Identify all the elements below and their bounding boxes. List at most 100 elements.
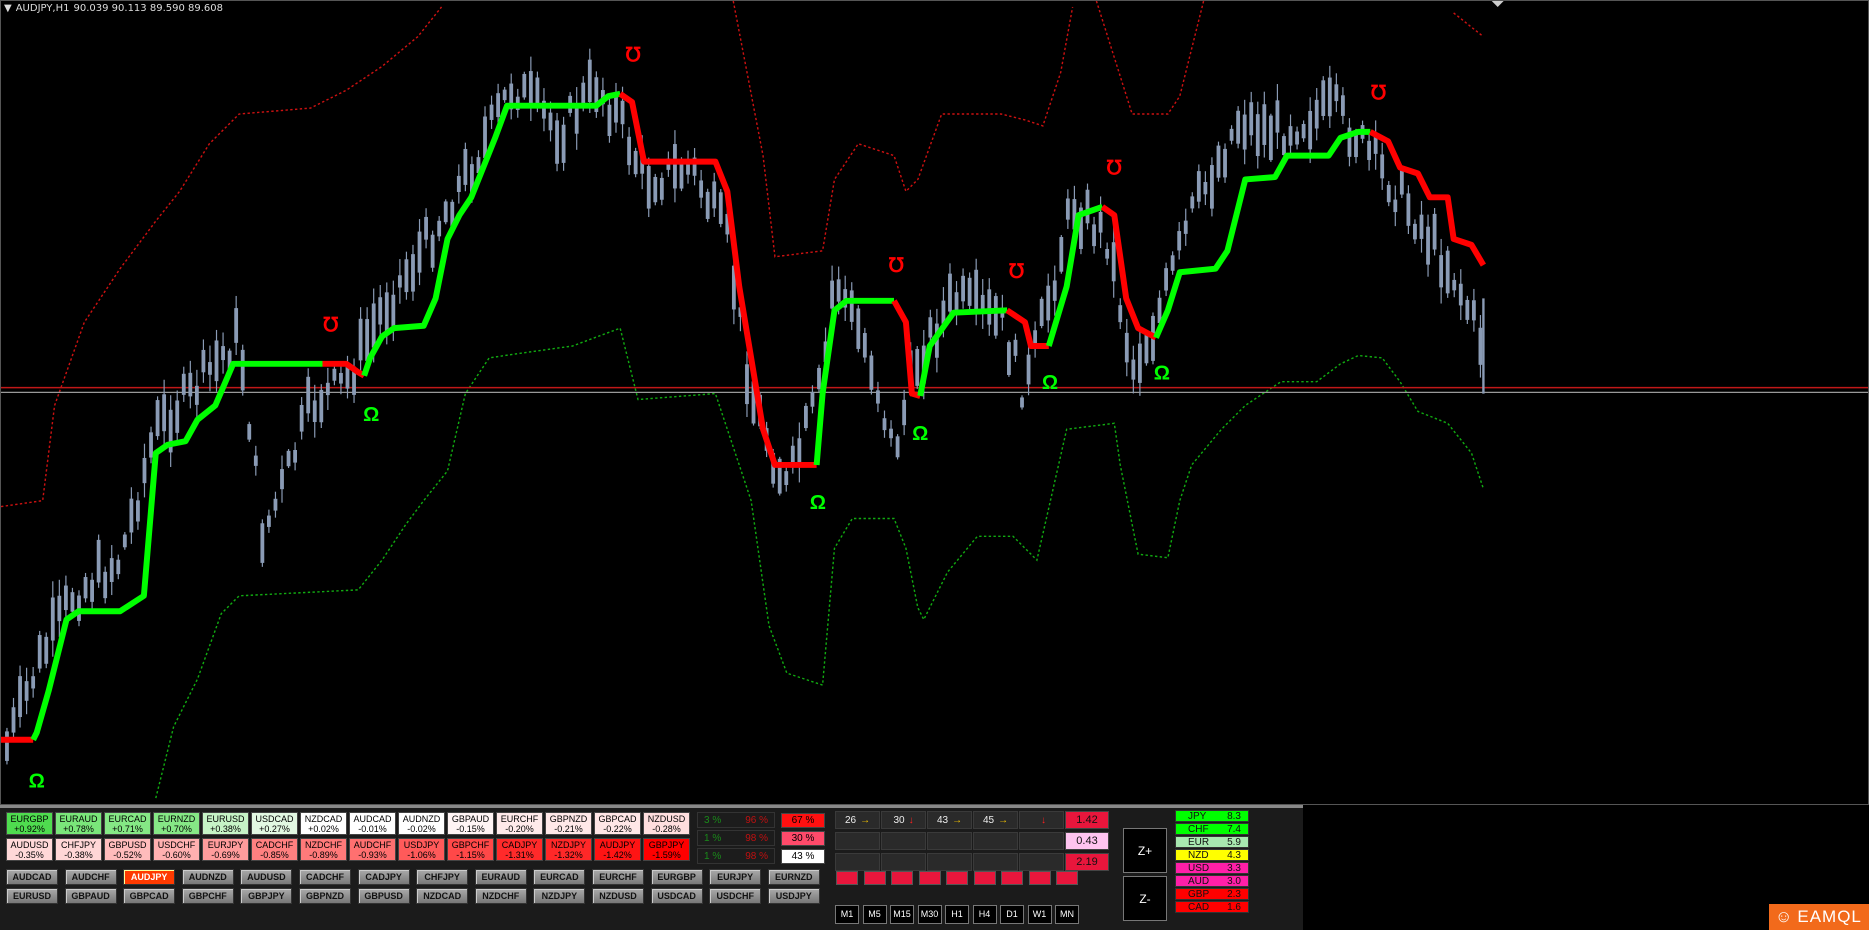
symbol-button-usdjpy[interactable]: USDJPY [767, 888, 820, 904]
tile-pair: NZDJPY [550, 840, 586, 850]
symbol-button-chfjpy[interactable]: CHFJPY [416, 869, 469, 885]
timeframe-button-h4[interactable]: H4 [972, 905, 997, 924]
percent-box: 43 % [781, 849, 825, 864]
symbol-button-euraud[interactable]: EURAUD [474, 869, 527, 885]
symbol-button-audcad[interactable]: AUDCAD [6, 869, 58, 885]
currency-name: AUD [1188, 876, 1210, 887]
tile-change: -0.69% [211, 850, 240, 860]
status-square [836, 871, 858, 885]
symbol-button-eurgbp[interactable]: EURGBP [650, 869, 703, 885]
symbol-button-cadchf[interactable]: CADCHF [299, 869, 351, 885]
symbol-button-audnzd[interactable]: AUDNZD [181, 869, 234, 885]
tile-pair: AUDJPY [599, 840, 636, 850]
tile-change: -1.42% [603, 850, 632, 860]
symbol-button-eurnzd[interactable]: EURNZD [767, 869, 820, 885]
upper-band [732, 1, 1074, 258]
currency-strength-row: NZD 4.3 [1175, 849, 1249, 861]
candle-body [790, 445, 795, 465]
symbol-button-audchf[interactable]: AUDCHF [64, 869, 117, 885]
tile-change: +0.71% [112, 824, 143, 834]
candle-body [633, 150, 638, 175]
symbol-button-nzdchf[interactable]: NZDCHF [474, 888, 527, 904]
timeframe-button-m15[interactable]: M15 [890, 905, 914, 924]
candle-body [1268, 115, 1273, 161]
timeframe-button-m5[interactable]: M5 [862, 905, 887, 924]
candle-body [371, 303, 376, 348]
symbol-button-audjpy[interactable]: AUDJPY [123, 869, 176, 885]
candle-body [509, 83, 514, 110]
symbol-button-gbpaud[interactable]: GBPAUD [64, 888, 117, 904]
candle-body [948, 273, 952, 312]
symbol-button-gbpjpy[interactable]: GBPJPY [240, 888, 293, 904]
candle-body [129, 498, 134, 533]
pair-change-tile: NZDJPY -1.32% [545, 838, 592, 861]
candle-body [253, 455, 258, 466]
value-box: 0.43 [1065, 832, 1109, 850]
price-chart[interactable]: ℧ ℧ ℧ ℧ ℧ ℧ Ω Ω Ω Ω Ω Ω [0, 0, 1869, 805]
currency-name: USD [1188, 863, 1210, 874]
zoom-in-button[interactable]: Z+ [1123, 828, 1167, 873]
tile-change: -0.01% [358, 824, 387, 834]
timeframe-button-m30[interactable]: M30 [917, 905, 942, 924]
symbol-button-gbpchf[interactable]: GBPCHF [181, 888, 234, 904]
candle-body [522, 73, 527, 98]
sell-arrow-icon: ℧ [323, 315, 338, 337]
candle-body [1229, 128, 1234, 141]
downtrend-segment [891, 299, 922, 399]
symbol-button-eurcad[interactable]: EURCAD [533, 869, 586, 885]
tile-pair: EURCAD [108, 814, 147, 824]
candle-body [1033, 330, 1038, 349]
symbol-button-eurjpy[interactable]: EURJPY [709, 869, 762, 885]
symbol-button-audusd[interactable]: AUDUSD [240, 869, 293, 885]
symbol-button-nzdcad[interactable]: NZDCAD [416, 888, 469, 904]
bands [1, 1, 1485, 799]
symbol-button-nzdusd[interactable]: NZDUSD [592, 888, 644, 904]
signal-cell: 45 → [973, 811, 1018, 829]
candle-body [1216, 145, 1221, 178]
timeframe-button-d1[interactable]: D1 [1000, 905, 1024, 924]
tile-change: +0.78% [63, 824, 94, 834]
timeframe-button-h1[interactable]: H1 [945, 905, 969, 924]
candle-body [876, 390, 880, 404]
currency-value: 7.4 [1227, 824, 1241, 835]
candle-body [293, 449, 298, 463]
candle-body [673, 144, 677, 189]
symbol-button-gbpusd[interactable]: GBPUSD [357, 888, 410, 904]
candle-body [587, 59, 592, 103]
signal-cell [927, 832, 972, 850]
candle-body [1190, 196, 1195, 209]
tile-pair: AUDUSD [10, 840, 49, 850]
zoom-out-button[interactable]: Z- [1123, 876, 1167, 921]
candle-body [339, 372, 343, 384]
dropdown-triangle-icon[interactable]: ▼ [4, 3, 12, 14]
candle-body [168, 409, 173, 453]
candle-body [954, 292, 959, 315]
symbol-button-usdchf[interactable]: USDCHF [709, 888, 762, 904]
symbol-button-usdcad[interactable]: USDCAD [650, 888, 703, 904]
timeframe-button-m1[interactable]: M1 [835, 905, 859, 924]
timeframe-button-w1[interactable]: W1 [1027, 905, 1052, 924]
timeframe-button-mn[interactable]: MN [1055, 905, 1079, 924]
sell-arrow-icon: ℧ [1371, 83, 1386, 105]
candle-body [1432, 213, 1437, 250]
candle-body [384, 292, 389, 335]
tile-change: -0.35% [15, 850, 44, 860]
symbol-button-gbpcad[interactable]: GBPCAD [123, 888, 176, 904]
robot-icon: ☺ [1775, 907, 1794, 926]
candle-body [1131, 359, 1136, 380]
candle-body [306, 376, 311, 414]
candle-body [1262, 104, 1267, 145]
candle-body [1013, 339, 1018, 356]
signal-cell [835, 832, 880, 850]
symbol-button-eurusd[interactable]: EURUSD [6, 888, 58, 904]
symbol-button-cadjpy[interactable]: CADJPY [357, 869, 410, 885]
tile-change: -0.02% [407, 824, 436, 834]
symbol-button-nzdjpy[interactable]: NZDJPY [533, 888, 586, 904]
symbol-button-eurchf[interactable]: EURCHF [592, 869, 644, 885]
downtrend-segment [322, 360, 366, 379]
symbol-button-gbpnzd[interactable]: GBPNZD [299, 888, 351, 904]
pair-change-tile: AUDJPY -1.42% [594, 838, 641, 861]
candle-body [1314, 99, 1319, 129]
candle-body [1065, 198, 1070, 220]
tile-pair: USDJPY [403, 840, 440, 850]
